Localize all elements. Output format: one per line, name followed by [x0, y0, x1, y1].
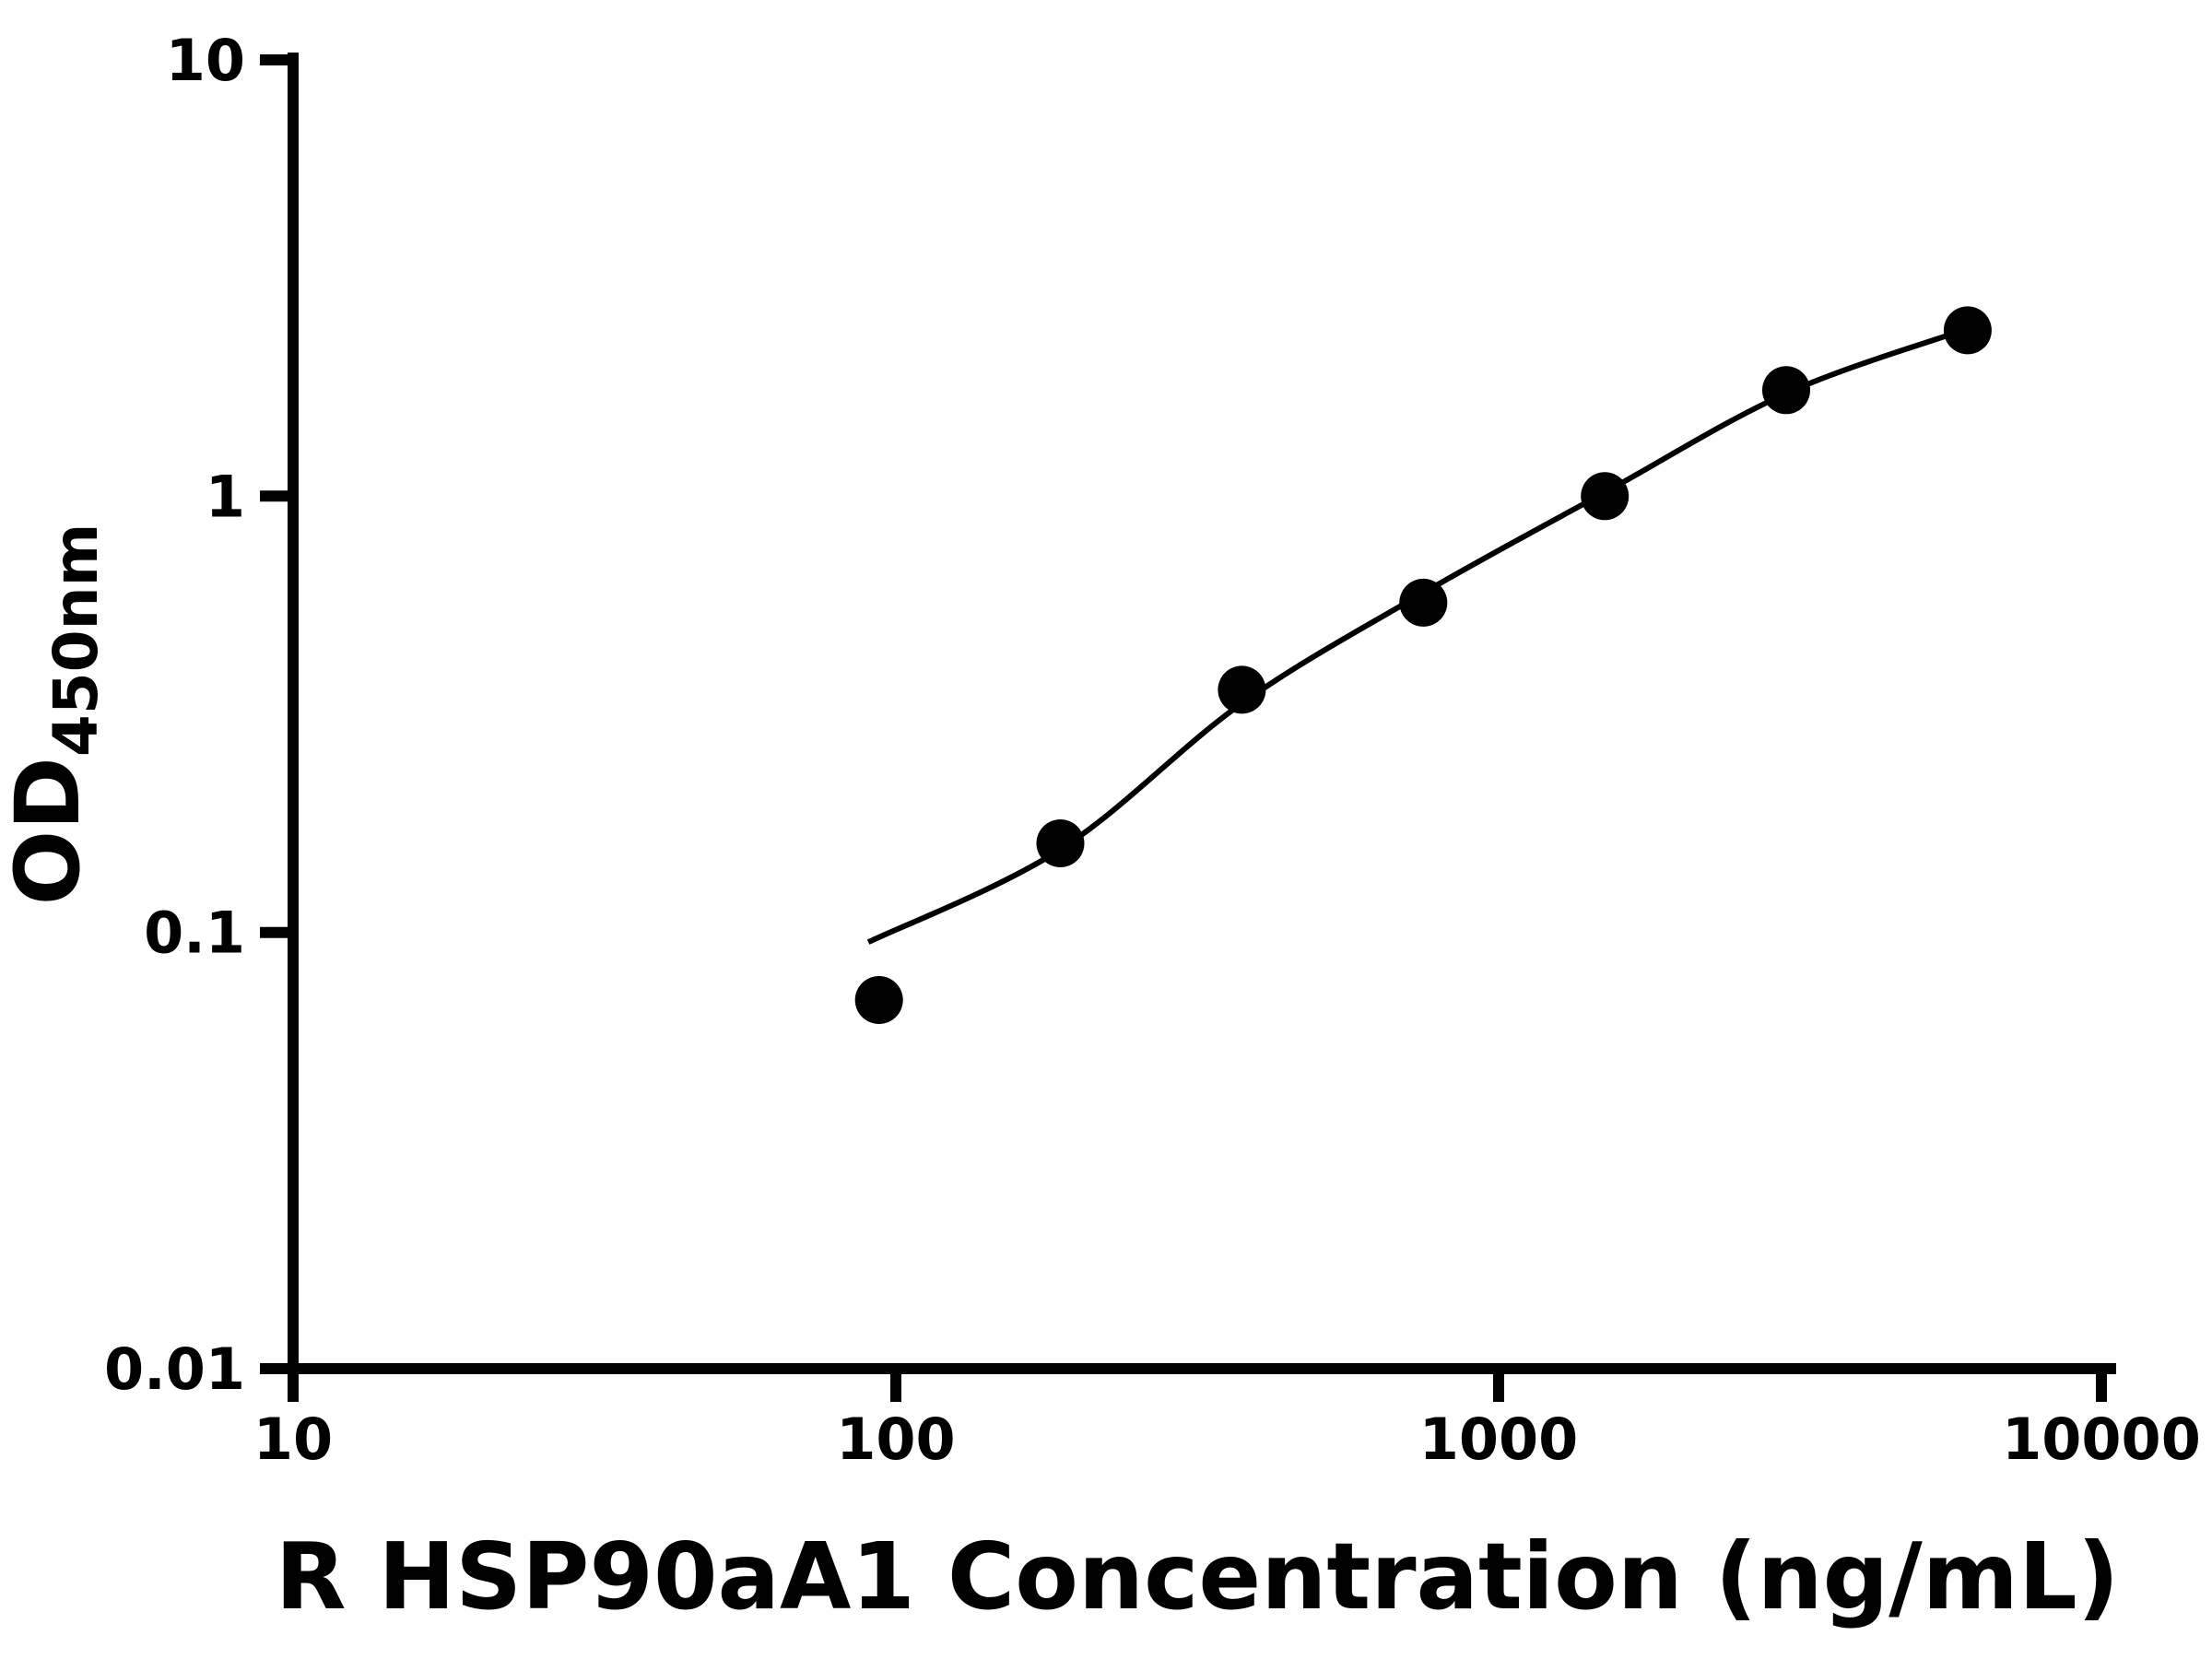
- fit-curve: [866, 325, 1969, 945]
- x-axis-title: R HSP90aA1 Concentration (ng/mL): [276, 1523, 2120, 1630]
- data-point: [1581, 472, 1630, 521]
- y-axis-title-main: OD: [0, 757, 100, 905]
- data-point: [854, 976, 903, 1024]
- data-point: [1036, 819, 1085, 867]
- data-layer: [854, 306, 1992, 1024]
- data-point: [1218, 665, 1266, 714]
- x-tick-label: 10000: [2002, 1406, 2201, 1473]
- data-point: [1762, 366, 1810, 415]
- data-point: [1399, 578, 1448, 627]
- x-tick-label: 1000: [1419, 1406, 1579, 1473]
- x-tick-label: 10: [253, 1406, 333, 1473]
- y-axis-title-subscript: 450nm: [41, 524, 112, 758]
- x-tick-label: 100: [836, 1406, 955, 1473]
- y-tick-label: 0.1: [144, 900, 245, 967]
- y-tick-label: 0.01: [104, 1335, 245, 1403]
- data-point: [1943, 306, 1992, 355]
- y-tick-label: 1: [206, 463, 245, 530]
- axes-layer: 10 100 1000 10000 0.01 0.1 1 10: [104, 27, 2201, 1473]
- y-tick-label: 10: [166, 27, 245, 94]
- y-axis-title: OD450nm: [0, 524, 112, 906]
